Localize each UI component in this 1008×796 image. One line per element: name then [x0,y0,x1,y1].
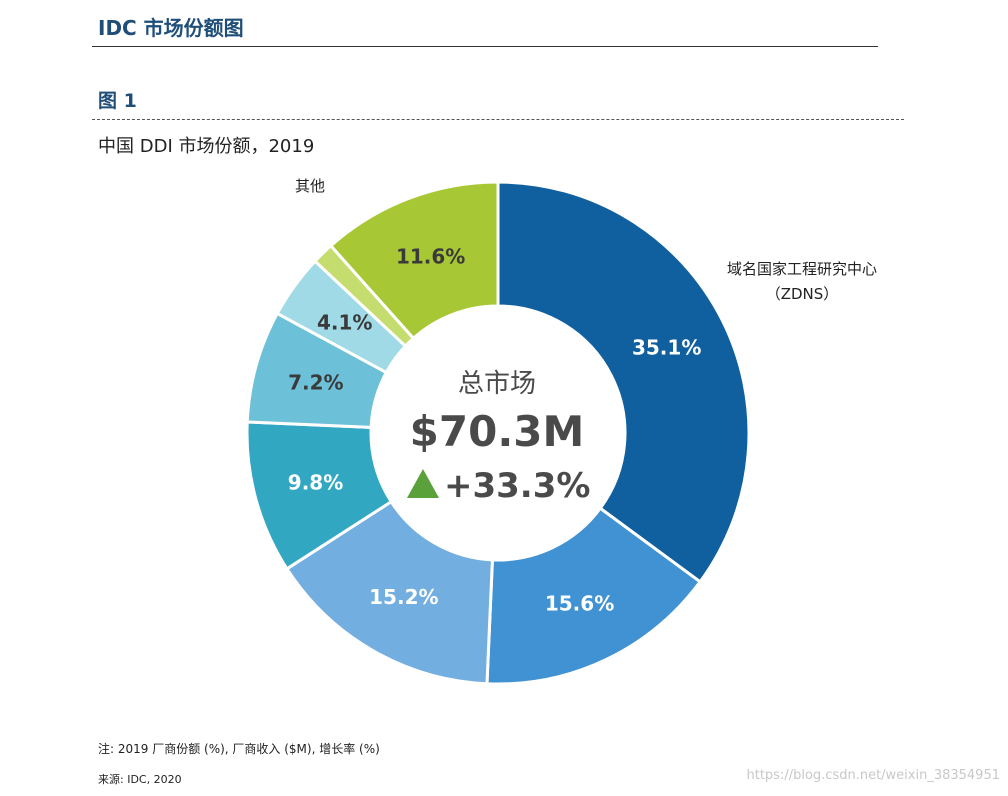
chart-title: 中国 DDI 市场份额，2019 [98,136,315,157]
legend-label-other: 其他 [295,177,325,195]
slice-value-label-2: 15.6% [545,592,614,616]
watermark: https://blog.csdn.net/weixin_38354951 [746,768,1000,783]
donut-slice-1 [496,180,751,584]
slice-value-label-6: 4.1% [317,310,372,334]
growth-up-icon [407,469,439,498]
legend-label-zdns: 域名国家工程研究中心 [727,260,877,278]
slice-value-label-8: 11.6% [396,244,465,268]
center-title: 总市场 [458,369,536,399]
donut-slice-2 [485,506,703,686]
chart-source: 来源: IDC, 2020 [98,773,182,786]
donut-slice-8 [328,180,500,341]
header-divider [92,46,878,47]
donut-slice-3 [284,499,494,686]
dashed-divider [92,119,904,120]
header-title: IDC 市场份额图 [98,16,244,40]
slice-value-label-4: 9.8% [288,470,343,494]
center-value: $70.3M [410,407,585,456]
center-growth: +33.3% [444,466,590,506]
slice-value-label-5: 7.2% [288,371,343,395]
slice-value-label-3: 15.2% [369,585,438,609]
slice-value-label-1: 35.1% [632,336,701,360]
figure-label: 图 1 [98,90,137,112]
legend-label-zdns-abbr: （ZDNS） [766,285,839,303]
chart-note: 注: 2019 厂商份额 (%), 厂商收入 ($M), 增长率 (%) [98,742,380,756]
